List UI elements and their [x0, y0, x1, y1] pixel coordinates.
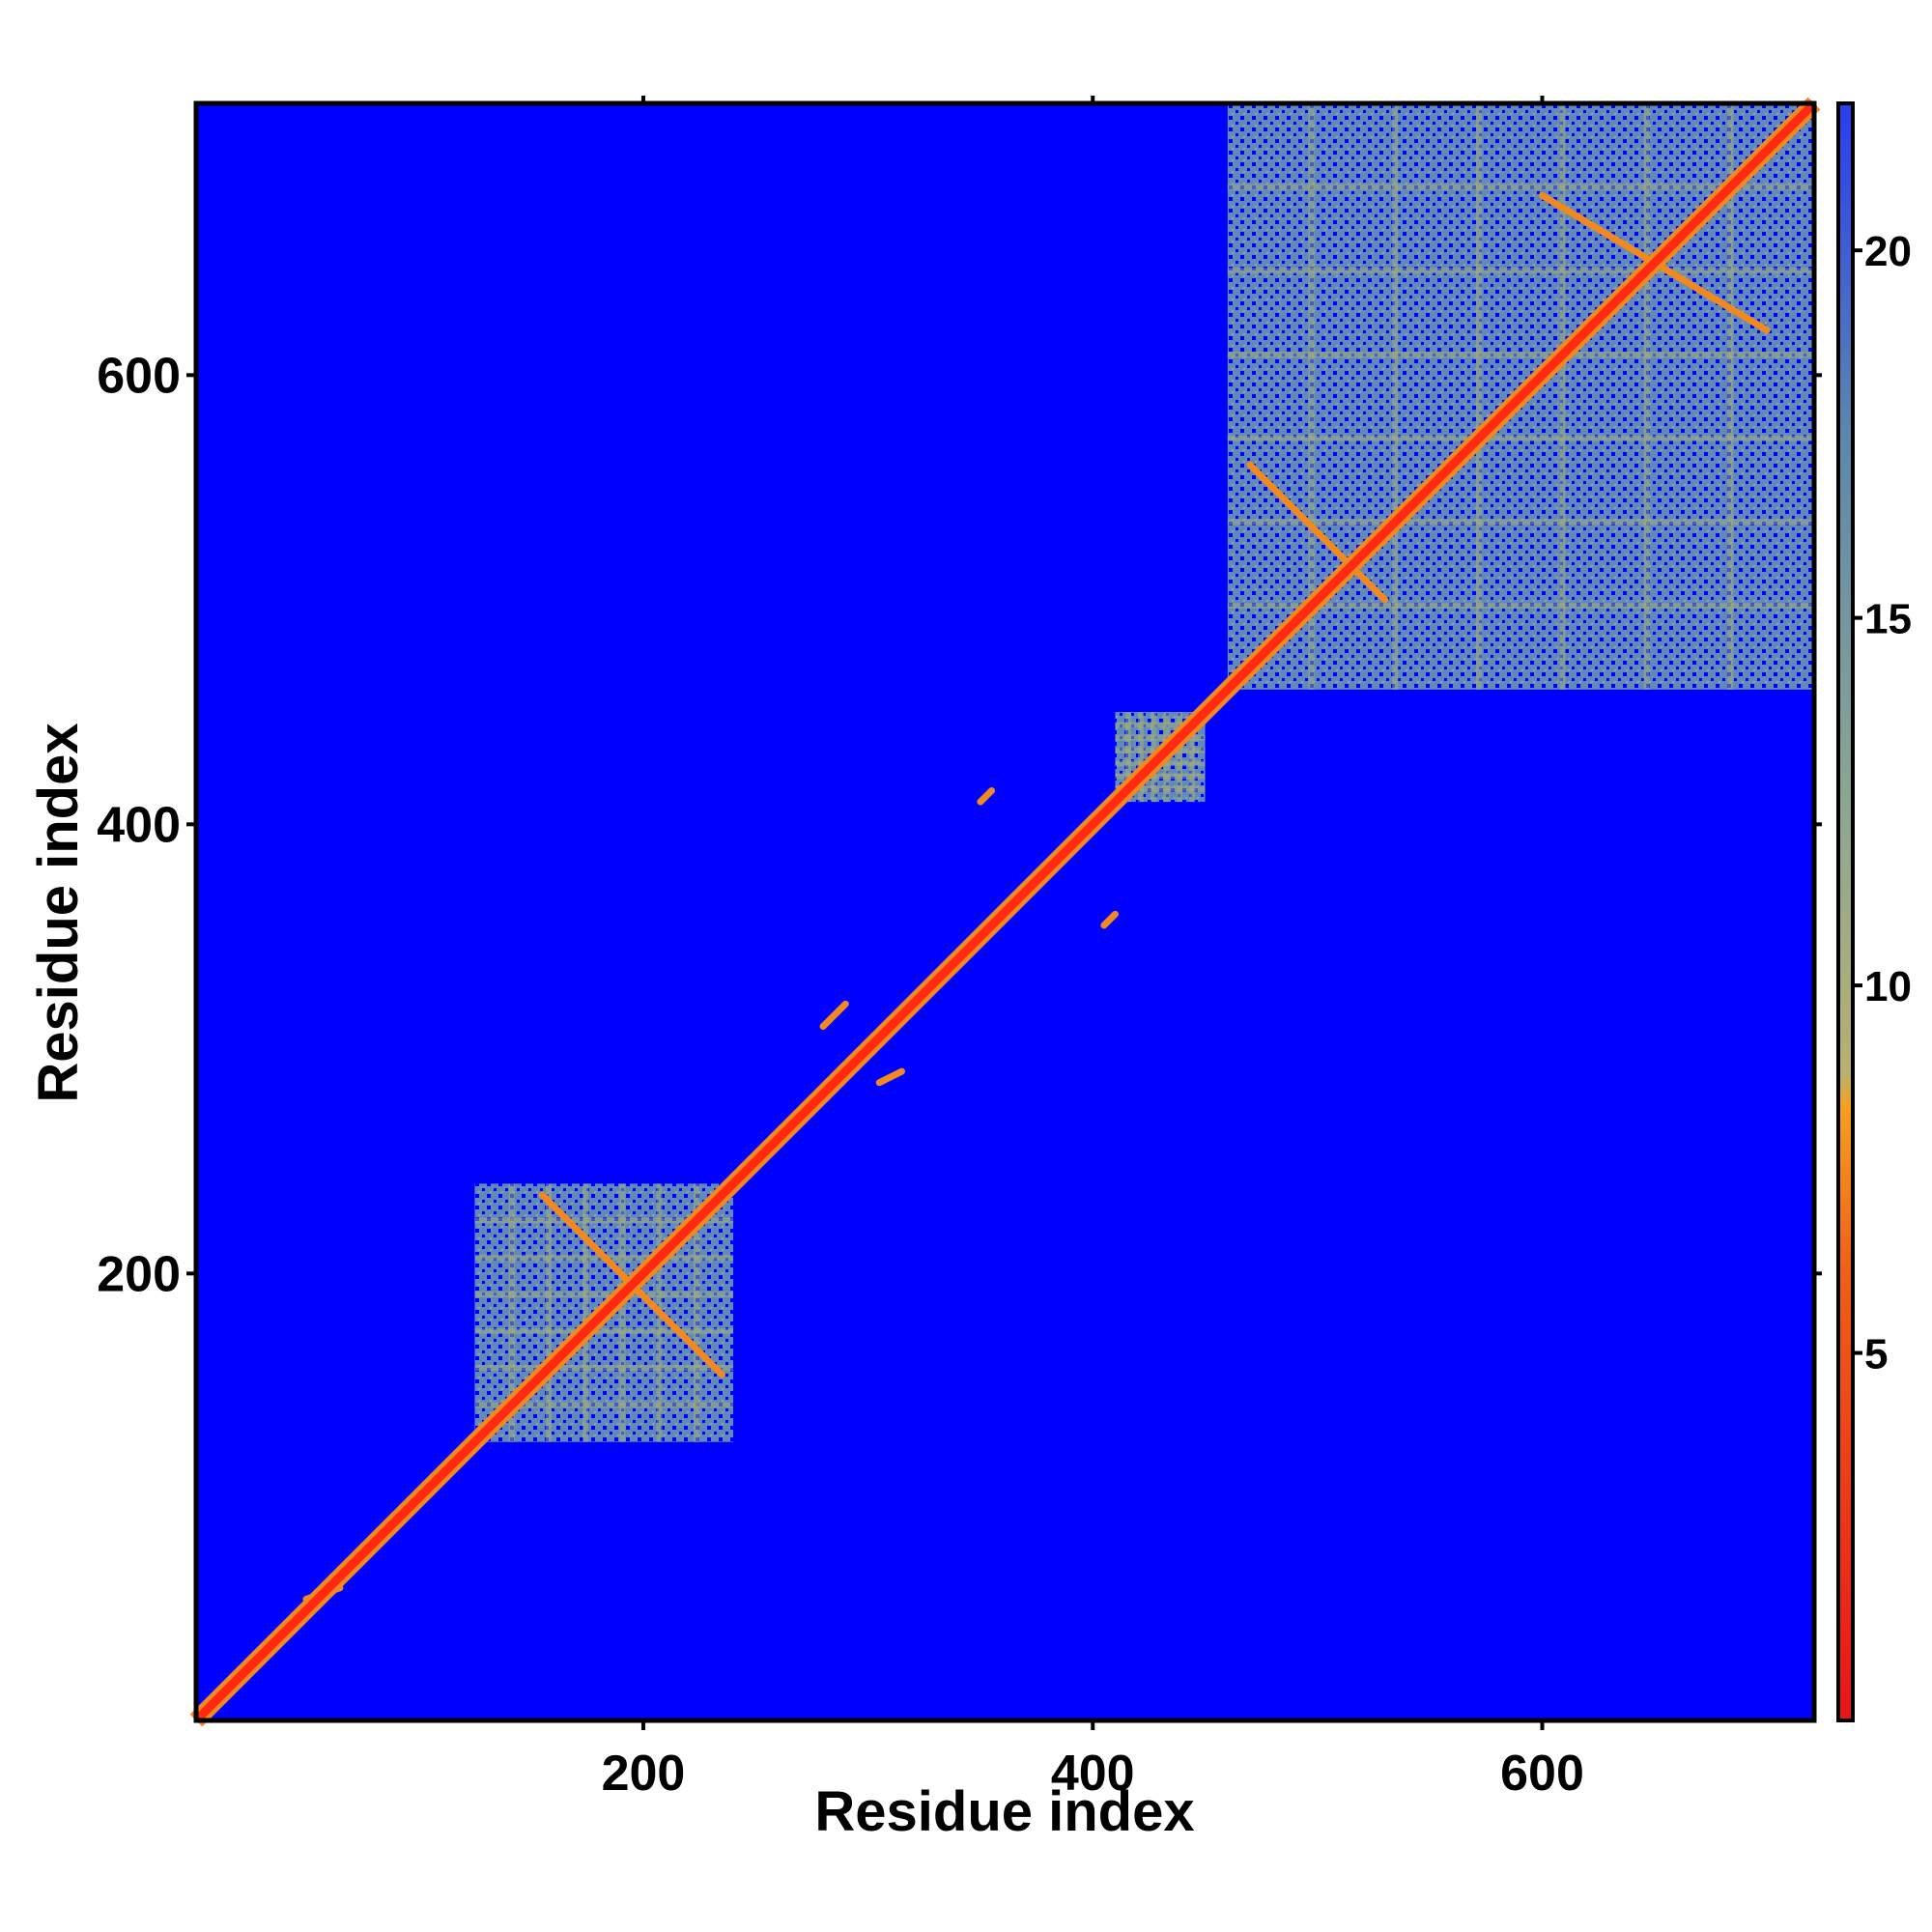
diagonal-line — [192, 99, 1818, 1724]
contact-streak-3 — [1246, 461, 1389, 604]
y-tick-label: 400 — [97, 797, 181, 853]
y-tick-label: 600 — [97, 348, 181, 404]
colorbar: 5 10 15 20 — [1836, 101, 1912, 1722]
x-axis-ticks: 200 400 600 — [602, 96, 1584, 1802]
plot-frame — [193, 100, 1817, 1723]
contact-streak-6 — [875, 1067, 905, 1087]
colorbar-ticks: 5 10 15 20 — [1853, 228, 1912, 1378]
y-axis-ticks: 200 400 600 — [97, 348, 1822, 1302]
y-axis-title: Residue index — [27, 723, 90, 1102]
contact-streak-7 — [977, 786, 996, 806]
colorbar-gradient — [1836, 101, 1855, 1722]
x-axis-title: Residue index — [814, 1780, 1194, 1843]
contact-streak-8 — [1100, 910, 1119, 929]
x-tick-label: 400 — [1051, 1746, 1135, 1802]
colorbar-tick-label: 15 — [1864, 596, 1912, 643]
y-tick-label: 200 — [97, 1246, 181, 1302]
x-tick-label: 600 — [1500, 1746, 1584, 1802]
colorbar-tick-label: 20 — [1864, 228, 1912, 275]
contact-streak-5 — [819, 1000, 849, 1031]
x-tick-label: 200 — [602, 1746, 686, 1802]
colorbar-tick-label: 5 — [1864, 1331, 1888, 1378]
colorbar-tick-label: 10 — [1864, 963, 1912, 1010]
heatmap-cells — [189, 97, 1821, 1727]
